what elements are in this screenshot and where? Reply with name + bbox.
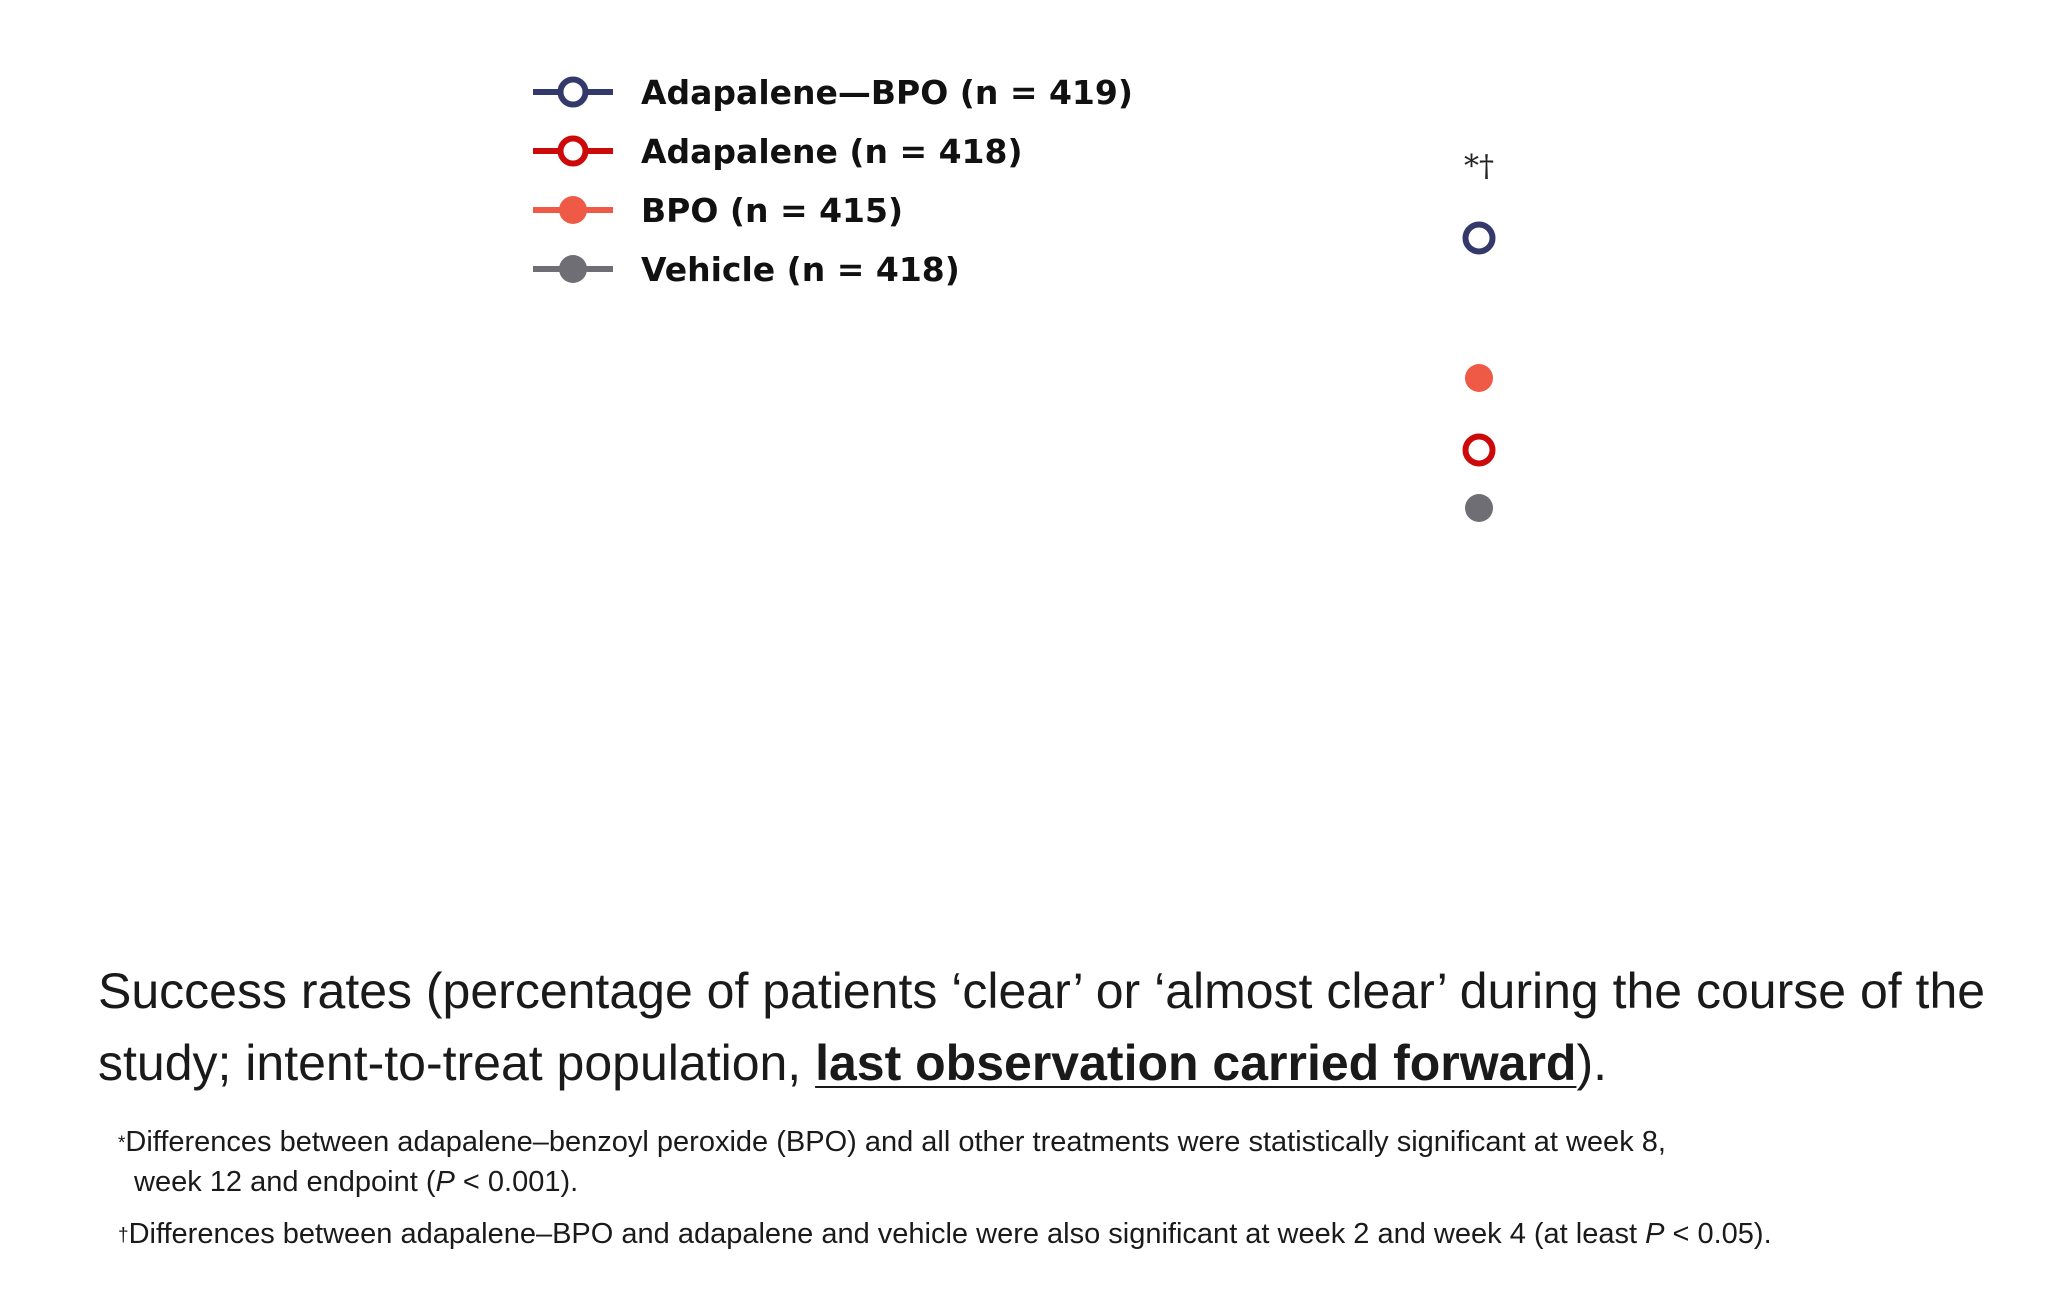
caption-end: ). <box>1576 1035 1607 1091</box>
caption-emphasis: last observation carried forward <box>815 1035 1577 1091</box>
legend-marker <box>557 76 589 108</box>
footnotes: *Differences between adapalene–benzoyl p… <box>118 1122 1978 1266</box>
legend-marker <box>559 196 587 224</box>
legend-label: Adapalene—BPO (n = 419) <box>641 73 1133 112</box>
footnote-p-symbol: P <box>1645 1218 1665 1250</box>
footnote-dagger: †Differences between adapalene–BPO and a… <box>118 1214 1978 1254</box>
footnote-p-symbol: P <box>435 1166 455 1198</box>
footnote-text: Differences between adapalene–BPO and ad… <box>128 1218 1646 1250</box>
legend-label: Vehicle (n = 418) <box>641 250 960 289</box>
legend-marker <box>559 255 587 283</box>
chart-legend: Adapalene—BPO (n = 419) Adapalene (n = 41… <box>533 73 1133 289</box>
data-point-vehicle <box>1465 494 1493 522</box>
legend-label: BPO (n = 415) <box>641 191 903 230</box>
data-point-adapalene-bpo <box>1462 221 1496 255</box>
footnote-text: Differences between adapalene–benzoyl pe… <box>125 1126 1666 1158</box>
footnote-asterisk: *Differences between adapalene–benzoyl p… <box>118 1122 1978 1202</box>
data-point-bpo <box>1465 364 1493 392</box>
caption-text: Success rates (percentage of patients ‘c… <box>98 963 1986 1091</box>
chart-caption: Success rates (percentage of patients ‘c… <box>98 955 2028 1099</box>
legend-item-vehicle: Vehicle (n = 418) <box>533 250 960 289</box>
footnote-text: < 0.05). <box>1664 1218 1772 1250</box>
footnote-text: week 12 and endpoint ( <box>134 1166 436 1198</box>
legend-marker <box>557 135 589 167</box>
footnote-continuation: week 12 and endpoint (P < 0.001). <box>118 1162 1978 1202</box>
chart: Adapalene—BPO (n = 419) Adapalene (n = 41… <box>533 73 1496 522</box>
legend-item-bpo: BPO (n = 415) <box>533 191 903 230</box>
data-point-adapalene <box>1462 433 1496 467</box>
legend-label: Adapalene (n = 418) <box>641 132 1023 171</box>
significance-annotation: *† <box>1464 149 1494 184</box>
footnote-mark: † <box>118 1225 129 1246</box>
legend-item-adapalene: Adapalene (n = 418) <box>533 132 1023 171</box>
footnote-text: < 0.001). <box>454 1166 579 1198</box>
legend-item-adapalene-bpo: Adapalene—BPO (n = 419) <box>533 73 1133 112</box>
footnote-mark: * <box>118 1133 126 1154</box>
chart-points <box>1462 221 1496 522</box>
